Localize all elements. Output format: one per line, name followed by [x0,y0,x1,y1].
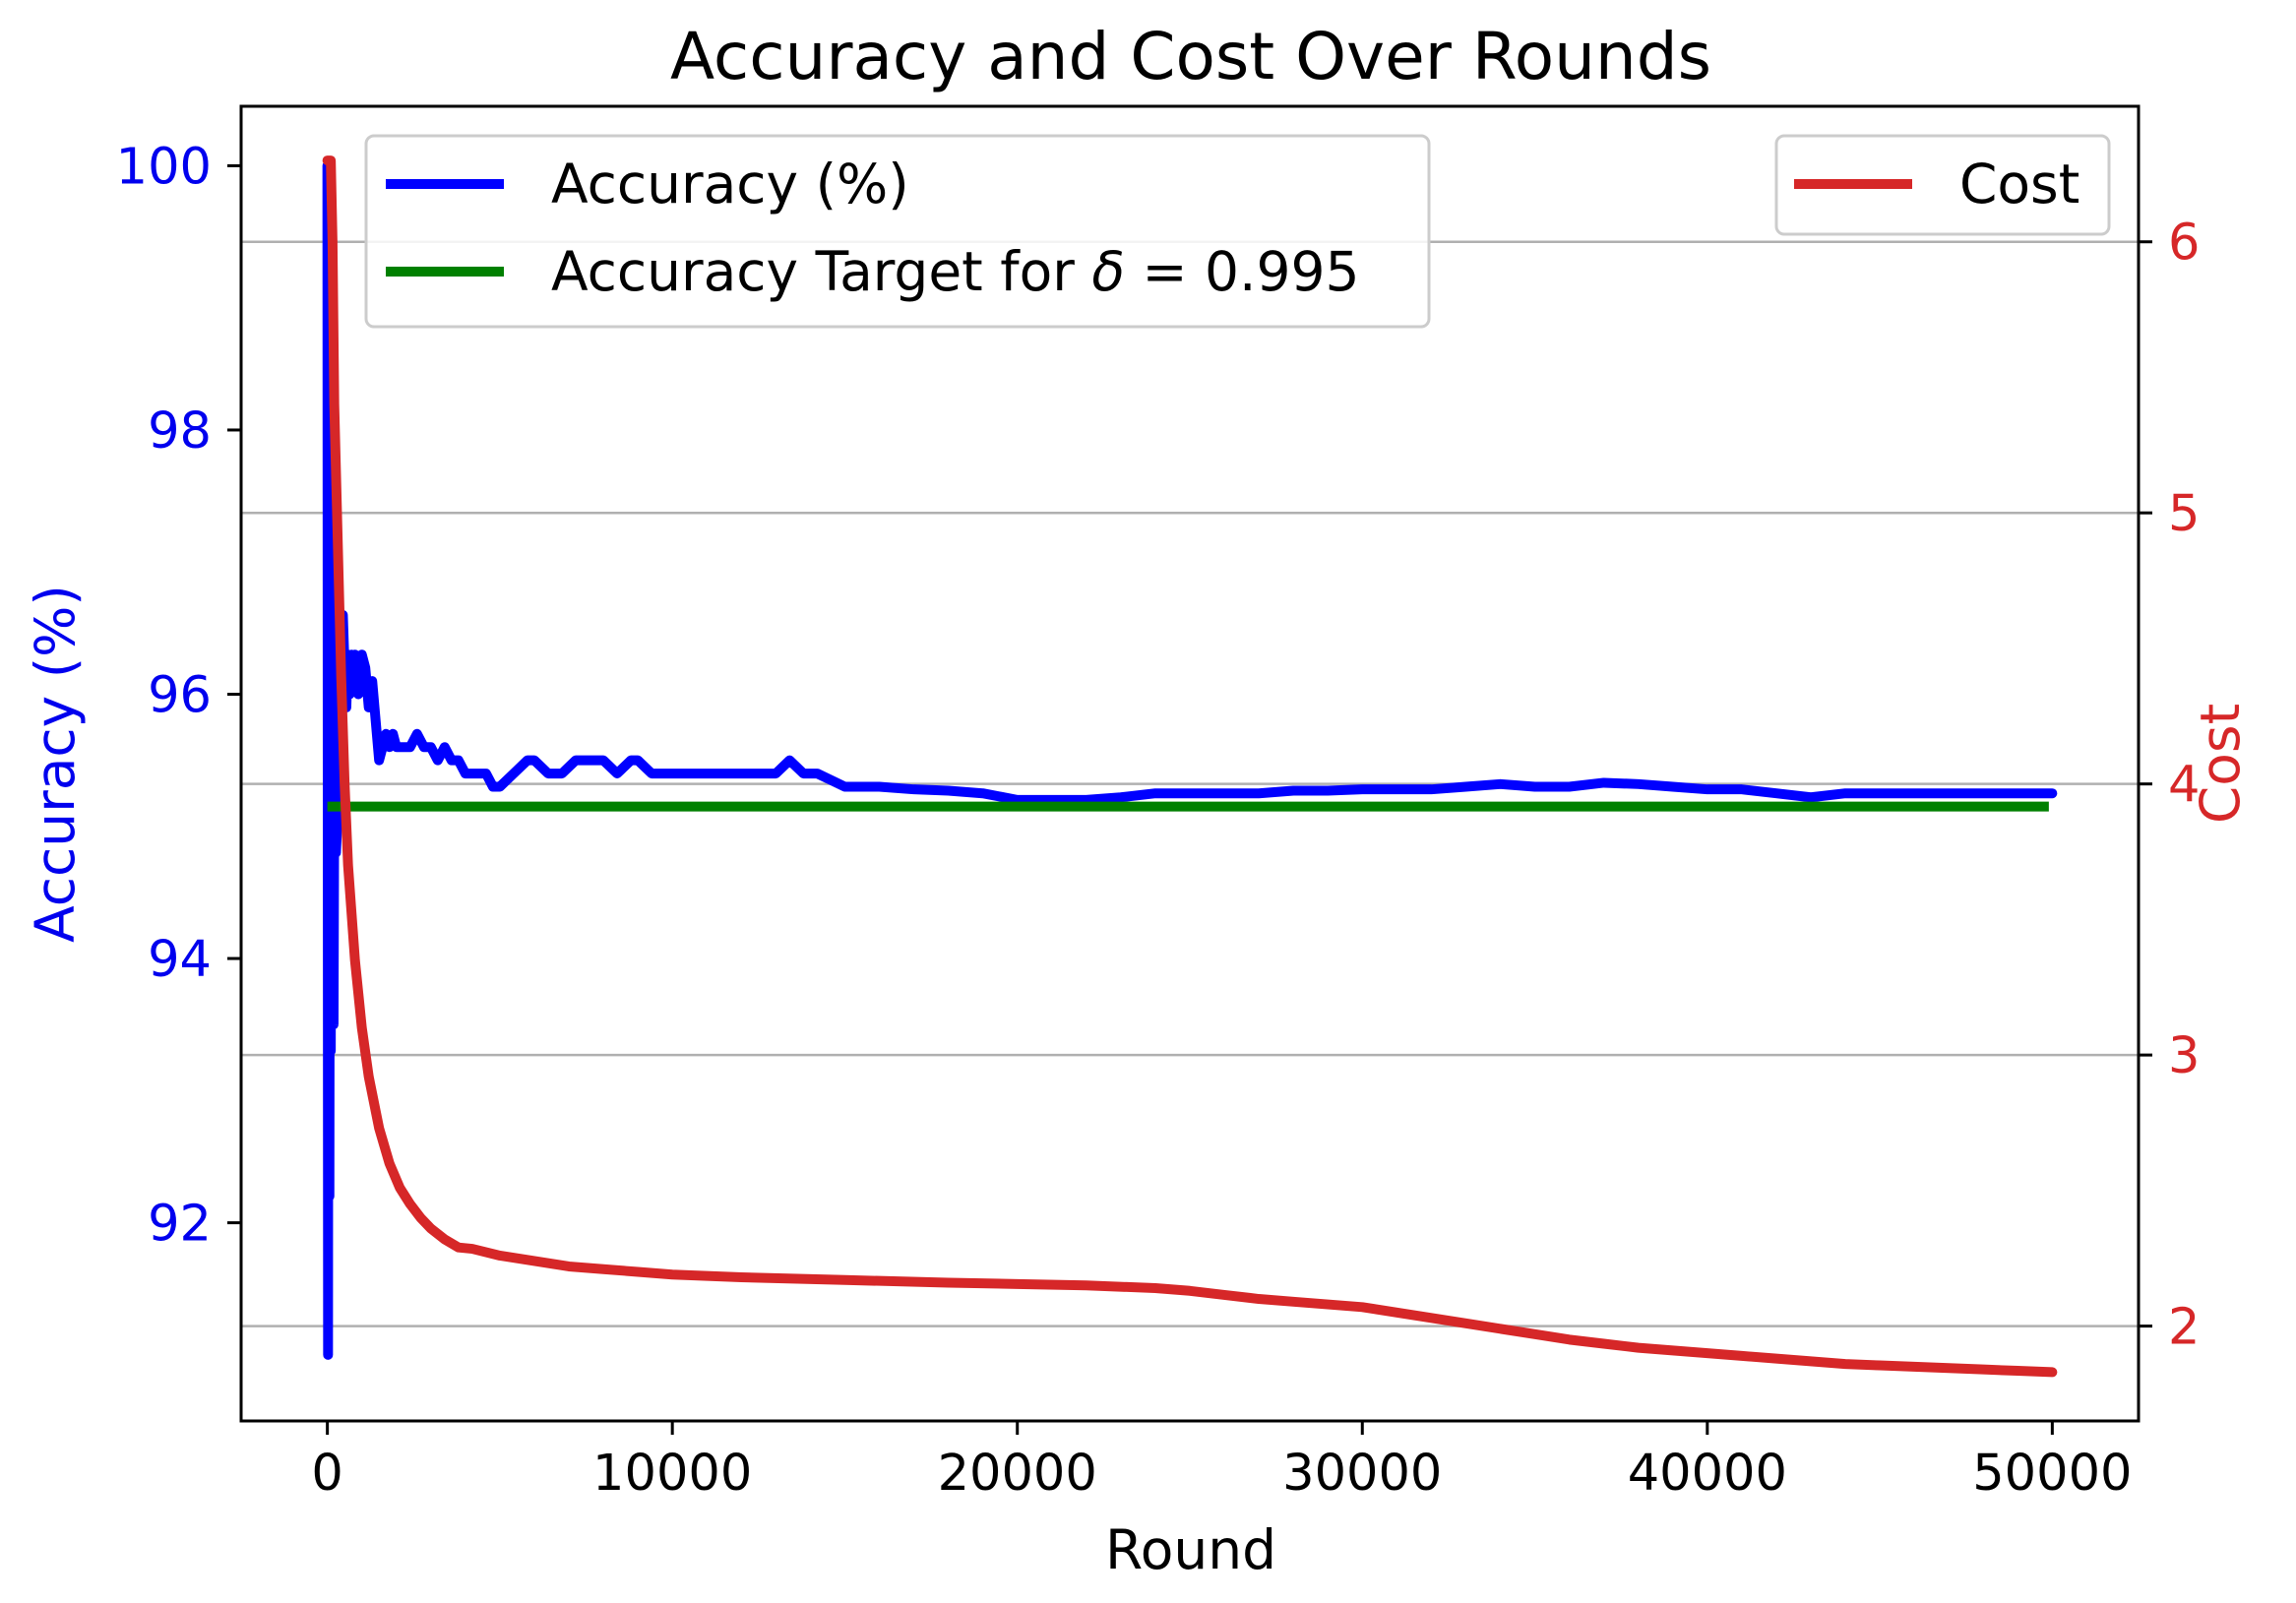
y-right-tick-label: 5 [2168,485,2200,543]
y-left-tick-label: 94 [148,931,212,989]
y-left-tick-label: 92 [148,1196,212,1254]
y-right-tick-label: 2 [2168,1299,2200,1357]
x-tick-label: 0 [311,1445,342,1503]
legend-right: Cost [1774,134,2111,236]
plot-frame [239,104,2141,1423]
y-right-tick-label: 4 [2168,757,2200,815]
legend-label-cost: Cost [1959,153,2079,216]
y-right-axis-ticks: 2 3 4 5 6 [2139,215,2200,1357]
accuracy-line [322,160,2058,1360]
x-tick-label: 30000 [1282,1445,1442,1503]
y-left-tick-label: 98 [148,402,212,461]
y-right-axis-label: Cost [2189,704,2252,824]
legend-left-box [364,134,1431,329]
x-axis-label: Round [1105,1518,1276,1581]
y-left-axis-ticks: 92 94 96 98 100 [116,138,241,1254]
plot-series [322,155,2058,1378]
legend-label-accuracy-target: Accuracy Target for δ = 0.995 [551,240,1360,303]
legend-label-accuracy: Accuracy (%) [551,153,909,216]
y-right-tick-label: 6 [2168,215,2200,273]
y-left-tick-label: 100 [116,138,212,196]
y-right-tick-label: 3 [2168,1027,2200,1085]
x-tick-label: 50000 [1972,1445,2132,1503]
grid-lines [241,240,2139,1327]
y-left-tick-label: 96 [148,667,212,725]
x-tick-label: 40000 [1628,1445,1787,1503]
x-tick-label: 10000 [592,1445,752,1503]
y-left-axis-label: Accuracy (%) [24,585,87,943]
x-axis-ticks: 0 10000 20000 30000 40000 50000 [311,1421,2132,1503]
chart-title: Accuracy and Cost Over Rounds [670,19,1711,94]
legend-left: Accuracy (%) Accuracy Target for δ = 0.9… [364,134,1431,329]
legend-right-box [1774,134,2111,236]
cost-line [322,155,2058,1378]
x-tick-label: 20000 [938,1445,1097,1503]
